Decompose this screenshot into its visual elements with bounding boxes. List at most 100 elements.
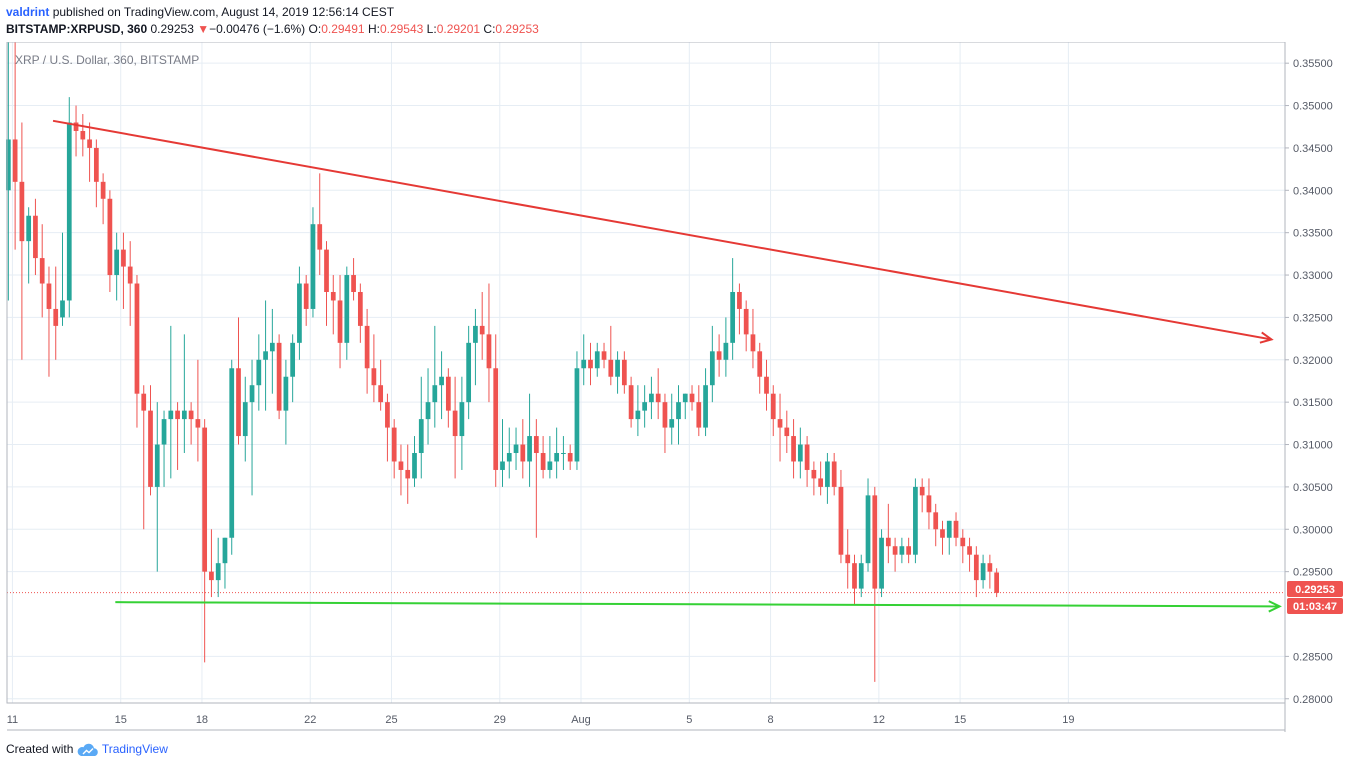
candle: [33, 198, 38, 276]
candle-body: [269, 342, 275, 352]
candle: [276, 334, 282, 420]
candle-body: [649, 393, 654, 403]
author-link[interactable]: valdrint: [6, 5, 50, 19]
tradingview-brand-link[interactable]: TradingView: [101, 742, 168, 756]
candle: [588, 342, 593, 386]
candle-body: [791, 436, 796, 462]
candle-body: [385, 402, 390, 428]
candle-body: [283, 376, 289, 411]
countdown-badge-text: 01:03:47: [1293, 601, 1337, 613]
candle-body: [621, 359, 627, 386]
price-tick-label: 0.32000: [1293, 355, 1333, 367]
candle: [26, 207, 32, 284]
candle: [5, 42, 11, 301]
candle: [148, 385, 153, 496]
time-tick-label: 19: [1062, 714, 1074, 726]
last-price: 0.29253: [150, 22, 194, 36]
candle: [161, 410, 167, 487]
price-axis[interactable]: 0.35500 0.35000 0.34500 0.34000 0.33500 0.330…: [1285, 58, 1333, 706]
candle-body: [439, 376, 444, 386]
candle: [696, 385, 702, 437]
candle: [953, 512, 959, 547]
candle: [154, 402, 160, 572]
price-tick-label: 0.30500: [1293, 482, 1333, 494]
candle-body: [757, 351, 763, 377]
time-axis[interactable]: 11 15 18 22 25 29 Aug 5 8 12 15 19: [7, 714, 1075, 726]
candle: [594, 342, 600, 377]
candle: [351, 258, 356, 301]
candle: [574, 351, 580, 470]
candle: [926, 478, 932, 530]
candle-body: [513, 444, 519, 454]
symbol-label[interactable]: BITSTAMP:XRPUSD, 360: [6, 22, 148, 36]
candle-body: [121, 249, 126, 267]
candle-body: [825, 461, 830, 487]
candle: [723, 317, 729, 377]
candle-body: [5, 139, 11, 191]
candle-body: [351, 275, 356, 292]
candle-body: [324, 249, 329, 292]
candle-body: [87, 139, 92, 148]
support-arrowhead-icon: [1268, 600, 1282, 613]
candle-body: [540, 453, 546, 470]
candle: [919, 478, 925, 513]
candle-body: [425, 402, 431, 420]
candle: [107, 190, 113, 292]
candle-body: [655, 393, 661, 403]
candle-body: [60, 300, 65, 318]
last-price-badge-text: 0.29253: [1295, 584, 1335, 596]
candle: [479, 291, 485, 360]
candle-body: [642, 402, 648, 411]
candle-body: [628, 385, 634, 420]
candle-body: [567, 453, 573, 462]
candle-body: [818, 478, 824, 487]
candle: [121, 232, 126, 309]
candle-body: [933, 512, 939, 530]
candle: [858, 554, 864, 598]
candle: [317, 173, 323, 276]
candle: [750, 308, 756, 369]
candle-body: [452, 410, 458, 437]
candle-body: [676, 402, 681, 420]
candle-body: [980, 563, 986, 581]
candle: [669, 393, 675, 445]
candle: [19, 122, 25, 360]
candle: [412, 436, 417, 487]
candle: [764, 359, 769, 411]
candle: [60, 232, 65, 326]
candle-body: [899, 546, 905, 555]
candle-body: [12, 139, 18, 182]
candle-body: [53, 308, 59, 326]
trendlines[interactable]: [52, 119, 1282, 613]
time-tick-label: 29: [494, 714, 506, 726]
candle: [743, 300, 749, 352]
candle: [466, 325, 472, 420]
candle: [12, 42, 18, 250]
candle-body: [635, 410, 641, 420]
candle-body: [222, 537, 228, 564]
change-down-icon: ▼: [197, 22, 210, 36]
candle: [913, 478, 918, 564]
candle-body: [202, 427, 208, 572]
candle-body: [838, 486, 844, 555]
candle-body: [879, 537, 884, 589]
candle-body: [804, 444, 810, 470]
price-tick-label: 0.34500: [1293, 143, 1333, 155]
candle-body: [66, 122, 72, 301]
candlestick-chart[interactable]: 0.35500 0.35000 0.34500 0.34000 0.33500 0.330…: [0, 42, 1351, 732]
support-line: [115, 601, 1280, 608]
candle: [946, 520, 952, 555]
candle: [100, 173, 106, 225]
price-tick-label: 0.35500: [1293, 58, 1333, 70]
price-tick-label: 0.33500: [1293, 228, 1333, 240]
candle: [493, 334, 499, 487]
candle: [222, 537, 228, 589]
candle: [324, 241, 329, 326]
candle: [784, 410, 790, 454]
last-price-badge-bg: [1287, 581, 1343, 597]
candle-body: [520, 444, 526, 462]
candle: [452, 376, 458, 479]
candle: [39, 224, 45, 318]
candle: [703, 368, 708, 437]
candle-body: [181, 410, 187, 420]
